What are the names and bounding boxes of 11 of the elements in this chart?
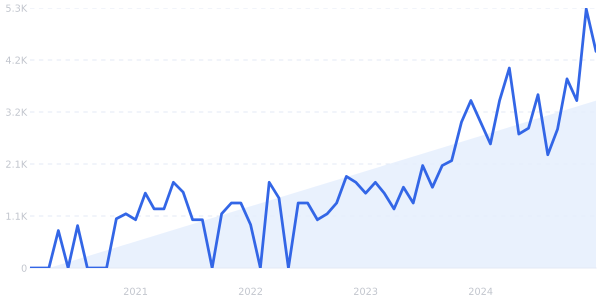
y-tick-label: 2.1K bbox=[6, 160, 28, 168]
x-tick-label: 2024 bbox=[469, 288, 492, 295]
y-tick-label: 0 bbox=[22, 264, 27, 272]
y-tick-label: 1.1K bbox=[6, 212, 28, 220]
x-tick-label: 2023 bbox=[354, 288, 378, 295]
y-tick-label: 3.2K bbox=[6, 108, 28, 116]
x-tick-label: 2021 bbox=[124, 288, 148, 295]
y-tick-label: 5.3K bbox=[6, 4, 28, 12]
line-series bbox=[30, 8, 596, 268]
x-tick-label: 2022 bbox=[238, 288, 262, 295]
y-tick-label: 4.2K bbox=[6, 56, 28, 64]
